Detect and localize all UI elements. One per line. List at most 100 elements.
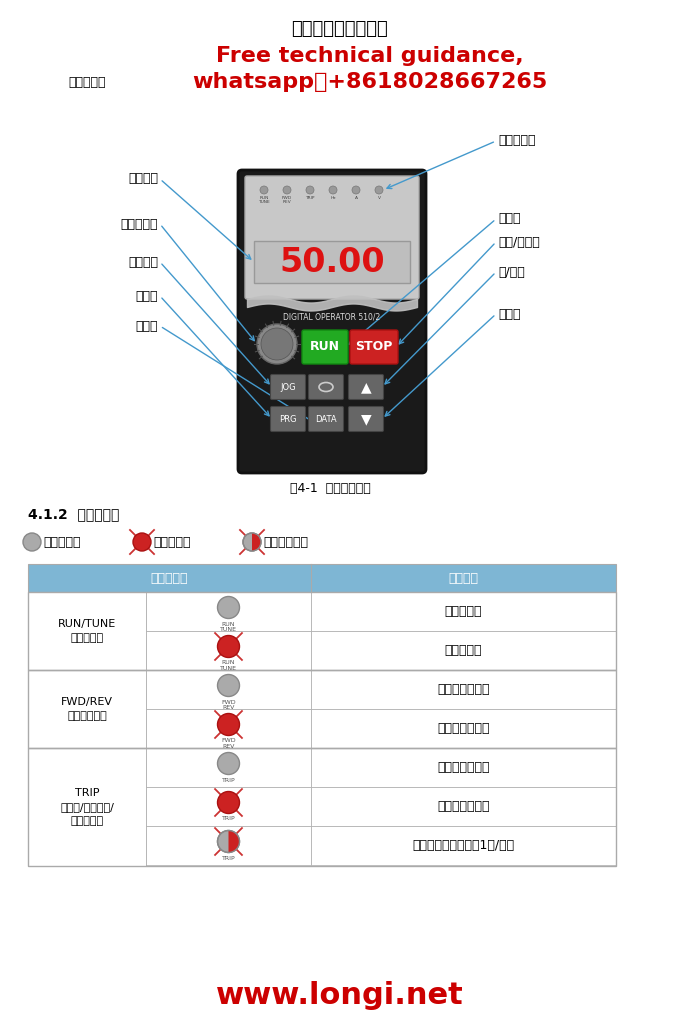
FancyBboxPatch shape	[238, 170, 426, 473]
FancyBboxPatch shape	[309, 375, 343, 399]
Wedge shape	[252, 534, 261, 551]
Text: 操作显示与应用举例: 操作显示与应用举例	[292, 20, 388, 38]
Circle shape	[306, 186, 314, 194]
Bar	[28, 592, 146, 670]
Text: 面板示意图: 面板示意图	[68, 76, 105, 88]
Circle shape	[329, 186, 337, 194]
Circle shape	[218, 830, 239, 853]
Bar	[146, 748, 311, 787]
Text: 多功能键: 多功能键	[128, 256, 158, 268]
Bar	[311, 748, 616, 787]
Text: RUN/TUNE
运行指示灯: RUN/TUNE 运行指示灯	[58, 618, 116, 643]
Wedge shape	[228, 830, 239, 853]
Circle shape	[218, 714, 239, 735]
Text: Free technical guidance,: Free technical guidance,	[216, 46, 524, 66]
Circle shape	[352, 186, 360, 194]
Bar	[311, 592, 616, 631]
Text: 4.1.2  指示灯说明: 4.1.2 指示灯说明	[28, 507, 120, 521]
Text: RUN
TUNE: RUN TUNE	[258, 196, 270, 205]
Text: 灯灭：正常运行: 灯灭：正常运行	[437, 761, 490, 774]
Text: RUN
TUNE: RUN TUNE	[220, 660, 237, 672]
Text: FWD
REV: FWD REV	[221, 738, 236, 750]
Text: TRIP: TRIP	[222, 855, 235, 860]
Text: 灯亮：转矩控制: 灯亮：转矩控制	[437, 800, 490, 813]
Text: 状态说明: 状态说明	[449, 571, 479, 585]
Text: 灯灭：停机: 灯灭：停机	[445, 605, 482, 618]
FancyBboxPatch shape	[348, 375, 384, 399]
Text: 表示灯亮，: 表示灯亮，	[153, 536, 190, 549]
Text: DATA: DATA	[316, 415, 337, 424]
FancyBboxPatch shape	[350, 330, 398, 364]
Text: Hz: Hz	[330, 196, 336, 200]
Circle shape	[133, 534, 151, 551]
Bar	[28, 748, 616, 866]
Text: TRIP: TRIP	[305, 196, 315, 200]
Circle shape	[23, 534, 41, 551]
FancyBboxPatch shape	[245, 176, 419, 299]
FancyBboxPatch shape	[309, 407, 343, 431]
Text: 菜单键: 菜单键	[135, 290, 158, 302]
Bar	[28, 564, 616, 592]
Text: TRIP: TRIP	[222, 777, 235, 782]
Text: 灯亮：反转运行: 灯亮：反转运行	[437, 722, 490, 735]
Text: JOG: JOG	[280, 383, 296, 391]
Text: 表示灯灭，: 表示灯灭，	[43, 536, 80, 549]
Text: TRIP: TRIP	[222, 816, 235, 821]
Circle shape	[375, 186, 383, 194]
Text: FWD
REV: FWD REV	[221, 699, 236, 711]
Bar	[146, 709, 311, 748]
Circle shape	[218, 753, 239, 774]
Bar	[28, 748, 146, 866]
Text: RUN
TUNE: RUN TUNE	[220, 622, 237, 632]
Text: DIGITAL OPERATOR 510/2: DIGITAL OPERATOR 510/2	[284, 312, 381, 322]
Text: FWD/REV
正反转指示灯: FWD/REV 正反转指示灯	[61, 697, 113, 721]
Text: 灯灭：正常运行: 灯灭：正常运行	[437, 683, 490, 696]
FancyBboxPatch shape	[302, 330, 348, 364]
Text: 图4-1  操作面板示意: 图4-1 操作面板示意	[290, 482, 371, 496]
Circle shape	[218, 597, 239, 618]
FancyBboxPatch shape	[271, 407, 305, 431]
Circle shape	[243, 534, 261, 551]
Text: 数码显示: 数码显示	[128, 172, 158, 185]
FancyBboxPatch shape	[271, 375, 305, 399]
Text: V: V	[377, 196, 381, 200]
Bar	[146, 670, 311, 709]
Text: 指示灯状态: 指示灯状态	[151, 571, 188, 585]
Text: whatsapp：+8618028667265: whatsapp：+8618028667265	[192, 72, 547, 92]
Bar	[28, 670, 616, 748]
Text: 慢闪：电机自学习（1次/秒）: 慢闪：电机自学习（1次/秒）	[413, 839, 515, 852]
Bar	[146, 631, 311, 670]
Text: 运行键: 运行键	[498, 213, 520, 225]
Text: RUN: RUN	[310, 341, 340, 353]
Circle shape	[218, 792, 239, 813]
Text: www.longi.net: www.longi.net	[216, 981, 464, 1011]
Bar	[146, 826, 311, 865]
Text: 灯亮：运行: 灯亮：运行	[445, 644, 482, 657]
Text: 增/减键: 增/减键	[498, 265, 525, 279]
Text: 移位键: 移位键	[498, 307, 520, 321]
Circle shape	[257, 324, 297, 364]
Text: PRG: PRG	[279, 415, 296, 424]
Bar	[311, 670, 616, 709]
Bar	[146, 592, 311, 631]
Bar	[254, 241, 410, 283]
Text: TRIP
自学习/转矩控制/
故障指示灯: TRIP 自学习/转矩控制/ 故障指示灯	[60, 788, 114, 826]
Text: 功能指示灯: 功能指示灯	[498, 134, 536, 147]
Bar	[146, 787, 311, 826]
Circle shape	[261, 328, 293, 360]
Text: STOP: STOP	[356, 341, 392, 353]
Text: 表示灯闪烁。: 表示灯闪烁。	[263, 536, 308, 549]
Text: 确认键: 确认键	[135, 319, 158, 333]
Bar	[311, 631, 616, 670]
Circle shape	[283, 186, 291, 194]
Text: 停止/复位键: 停止/复位键	[498, 236, 540, 249]
Text: 50.00: 50.00	[279, 246, 385, 279]
Text: ▲: ▲	[360, 380, 371, 394]
FancyBboxPatch shape	[348, 407, 384, 431]
Bar	[311, 787, 616, 826]
Bar	[28, 670, 146, 748]
Text: 电位器调节: 电位器调节	[120, 217, 158, 230]
Bar	[311, 709, 616, 748]
Text: FWD
REV: FWD REV	[282, 196, 292, 205]
Bar	[311, 826, 616, 865]
